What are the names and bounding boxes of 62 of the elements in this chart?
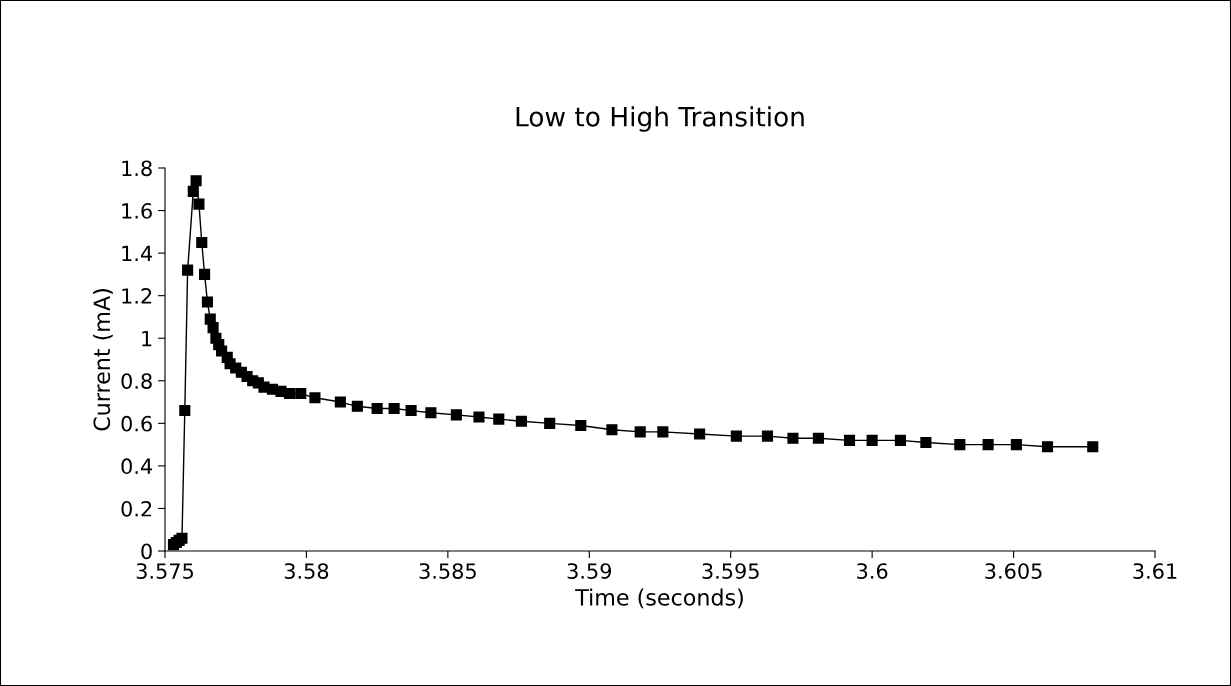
chart-title: Low to High Transition: [516, 106, 804, 132]
point: [334, 396, 346, 408]
x-tick-label: 3.605: [985, 563, 1042, 579]
y-tick-label: 0.4: [121, 458, 153, 475]
point: [190, 175, 202, 187]
point: [199, 268, 211, 280]
point: [283, 387, 296, 400]
point: [1010, 439, 1022, 451]
point: [866, 434, 878, 446]
x-tick-label: 3.585: [419, 563, 476, 579]
point: [694, 428, 706, 440]
x-tick-label: 3.61: [1133, 563, 1177, 579]
point: [351, 400, 363, 412]
point: [196, 236, 208, 249]
point: [954, 439, 966, 451]
point: [657, 426, 669, 438]
point: [894, 434, 906, 446]
point: [450, 409, 462, 421]
point: [1041, 441, 1054, 453]
point: [405, 405, 417, 417]
point: [473, 411, 485, 423]
y-tick-label: 0.8: [121, 373, 152, 389]
y-tick-label: 0.6: [121, 415, 152, 432]
y-tick-label: 1.8: [122, 160, 152, 177]
point: [812, 432, 824, 444]
point: [761, 430, 774, 442]
point: [179, 405, 191, 417]
point: [388, 402, 400, 414]
point: [843, 434, 856, 446]
x-tick-label: 3.595: [702, 563, 759, 579]
point: [371, 402, 383, 414]
y-tick-label: 1: [142, 330, 152, 347]
point: [1087, 441, 1099, 453]
x-tick-label: 3.59: [567, 563, 612, 579]
point: [730, 430, 742, 442]
point: [634, 426, 646, 438]
point: [201, 296, 213, 308]
y-tick-label: 0.2: [121, 500, 152, 517]
point: [920, 436, 932, 449]
point: [982, 439, 994, 451]
point: [425, 407, 437, 419]
point: [493, 413, 505, 425]
x-tick-label: 3.58: [284, 563, 329, 579]
point: [309, 392, 321, 404]
point: [575, 419, 587, 432]
point: [207, 322, 219, 334]
y-tick-label: 0: [141, 543, 152, 560]
point: [787, 432, 799, 444]
point: [544, 417, 556, 429]
y-tick-label: 1.2: [122, 288, 152, 304]
point: [295, 387, 307, 400]
point: [182, 264, 194, 276]
y-tick-label: 1.4: [122, 245, 153, 262]
x-tick-label: 3.6: [857, 563, 888, 579]
y-tick-label: 1.6: [122, 203, 152, 219]
point: [606, 424, 618, 436]
point: [193, 198, 205, 210]
x-tick-label: 3.575: [136, 563, 193, 579]
point: [187, 185, 199, 197]
point: [515, 415, 527, 427]
y-axis-title: Current (mA): [93, 289, 113, 431]
x-axis-title: Time (seconds): [575, 588, 743, 609]
